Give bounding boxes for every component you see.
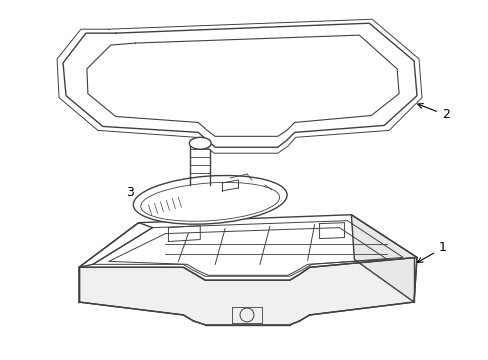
Polygon shape xyxy=(351,215,416,302)
Polygon shape xyxy=(79,257,416,325)
Polygon shape xyxy=(63,23,416,147)
Ellipse shape xyxy=(189,137,211,149)
Text: 3: 3 xyxy=(125,186,149,199)
Polygon shape xyxy=(79,215,416,280)
Ellipse shape xyxy=(133,175,286,224)
Text: 1: 1 xyxy=(417,242,446,262)
Text: 2: 2 xyxy=(417,104,449,121)
